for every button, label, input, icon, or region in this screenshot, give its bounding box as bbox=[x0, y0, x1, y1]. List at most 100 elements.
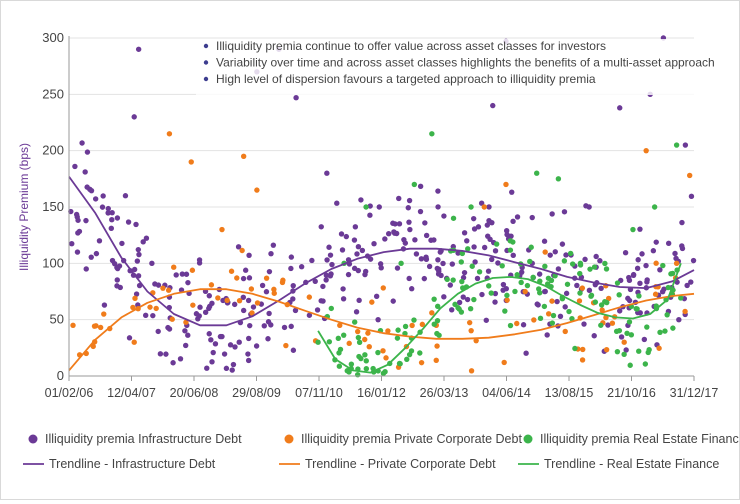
data-point bbox=[314, 307, 321, 313]
data-point bbox=[435, 204, 441, 210]
data-point bbox=[684, 282, 690, 289]
data-point bbox=[559, 241, 566, 247]
data-point bbox=[609, 320, 616, 326]
y-axis-label: Illiquidity Premium (bps) bbox=[17, 143, 31, 271]
data-point bbox=[354, 328, 361, 335]
data-point bbox=[636, 293, 642, 299]
data-point bbox=[88, 187, 95, 194]
data-point bbox=[340, 296, 347, 302]
data-point bbox=[240, 307, 247, 314]
data-point bbox=[660, 262, 666, 269]
data-point bbox=[324, 257, 330, 263]
data-point bbox=[306, 312, 313, 318]
data-point bbox=[189, 267, 196, 273]
data-point bbox=[165, 287, 172, 293]
data-point bbox=[597, 258, 603, 264]
data-point bbox=[326, 339, 333, 345]
data-point bbox=[541, 238, 548, 244]
data-point bbox=[490, 102, 496, 109]
data-point bbox=[405, 205, 411, 211]
data-point bbox=[580, 346, 586, 353]
data-point bbox=[500, 287, 506, 293]
data-point bbox=[635, 257, 641, 263]
x-tick-label: 13/08/15 bbox=[545, 386, 594, 400]
data-point bbox=[290, 296, 296, 302]
data-point bbox=[90, 343, 96, 350]
data-point bbox=[436, 268, 442, 274]
data-point bbox=[417, 183, 424, 190]
data-point bbox=[224, 297, 230, 304]
data-point bbox=[247, 322, 253, 329]
data-point bbox=[591, 264, 598, 270]
data-point bbox=[132, 295, 138, 302]
data-point bbox=[177, 356, 184, 362]
data-point bbox=[549, 298, 555, 304]
data-point bbox=[541, 303, 548, 310]
data-point bbox=[324, 170, 330, 176]
x-tick-label: 31/12/17 bbox=[670, 386, 719, 400]
data-point bbox=[690, 257, 697, 264]
data-point bbox=[406, 219, 412, 225]
data-point bbox=[83, 217, 89, 224]
data-point bbox=[674, 279, 680, 285]
data-point bbox=[236, 297, 243, 304]
data-point bbox=[493, 241, 500, 247]
data-point bbox=[266, 268, 273, 275]
data-point bbox=[288, 254, 295, 260]
data-point bbox=[208, 282, 215, 288]
data-point bbox=[406, 197, 413, 204]
data-point bbox=[557, 313, 564, 320]
data-point bbox=[459, 250, 466, 257]
data-point bbox=[190, 302, 196, 308]
data-point bbox=[633, 305, 639, 312]
data-point bbox=[109, 210, 115, 216]
data-point bbox=[455, 305, 461, 311]
data-point bbox=[261, 323, 267, 329]
data-point bbox=[422, 220, 428, 226]
data-point bbox=[288, 265, 294, 272]
data-point bbox=[688, 193, 695, 200]
data-point bbox=[375, 316, 381, 323]
data-point bbox=[292, 307, 299, 314]
data-point bbox=[245, 357, 252, 364]
data-point bbox=[352, 224, 359, 230]
data-point bbox=[79, 140, 85, 146]
data-point bbox=[434, 343, 440, 349]
data-point bbox=[234, 275, 240, 281]
x-tick-label: 21/10/16 bbox=[607, 386, 656, 400]
data-point bbox=[378, 265, 384, 271]
data-point bbox=[621, 351, 627, 358]
data-point bbox=[334, 200, 340, 206]
data-point bbox=[411, 317, 417, 323]
data-point bbox=[418, 256, 425, 262]
data-point bbox=[105, 205, 111, 212]
data-point bbox=[591, 333, 597, 339]
y-tick-label: 200 bbox=[42, 143, 64, 158]
data-point bbox=[413, 251, 420, 257]
data-point bbox=[536, 271, 543, 277]
data-point bbox=[73, 211, 80, 218]
data-point bbox=[166, 326, 173, 332]
data-point bbox=[298, 264, 305, 270]
data-point bbox=[471, 226, 478, 232]
data-point bbox=[486, 204, 492, 210]
data-point bbox=[582, 256, 588, 263]
data-point bbox=[210, 349, 216, 356]
data-point bbox=[343, 233, 350, 240]
data-point bbox=[528, 244, 534, 250]
data-point bbox=[483, 317, 489, 323]
data-point bbox=[356, 339, 363, 346]
data-point bbox=[116, 263, 123, 269]
data-point bbox=[650, 248, 657, 254]
data-point bbox=[441, 213, 447, 219]
data-point bbox=[245, 335, 252, 342]
data-point bbox=[150, 312, 156, 319]
y-tick-label: 0 bbox=[57, 368, 64, 383]
data-point bbox=[126, 335, 133, 341]
data-point bbox=[375, 349, 381, 356]
data-point bbox=[470, 215, 477, 222]
data-point bbox=[396, 360, 403, 367]
y-tick-label: 300 bbox=[42, 30, 64, 45]
data-point bbox=[500, 281, 507, 288]
legend-label: Illiquidity premia Real Estate Finance bbox=[540, 432, 739, 446]
